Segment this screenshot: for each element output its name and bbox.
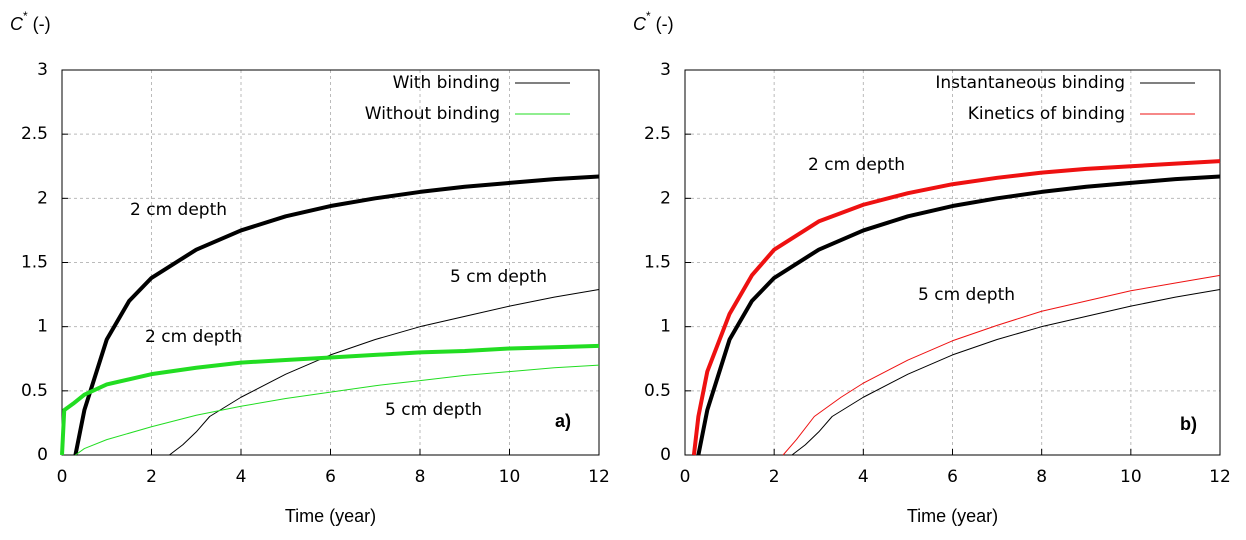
- annotation: 5 cm depth: [450, 267, 547, 287]
- x-tick-label: 8: [415, 467, 426, 487]
- data-line: [60, 343, 600, 456]
- y-tick-label: 3: [660, 60, 671, 80]
- data-line: [696, 174, 1221, 456]
- x-tick-label: 4: [858, 467, 869, 487]
- y-tick-label: 2.5: [644, 124, 671, 144]
- x-tick-label: 2: [146, 467, 157, 487]
- y-tick-label: 0: [37, 445, 48, 465]
- data-line: [169, 288, 600, 456]
- y-tick-label: 0.5: [21, 381, 48, 401]
- data-line: [791, 288, 1221, 456]
- y-label-unit: (-): [656, 14, 674, 34]
- x-tick-label: 12: [588, 467, 610, 487]
- y-tick-label: 0: [660, 445, 671, 465]
- x-axis-label: Time (year): [907, 506, 998, 526]
- y-tick-label: 1: [37, 317, 48, 337]
- x-tick-label: 10: [499, 467, 521, 487]
- x-tick-label: 4: [236, 467, 247, 487]
- y-axis-label: C* (-): [633, 9, 674, 34]
- y-tick-label: 1: [660, 317, 671, 337]
- x-tick-label: 2: [769, 467, 780, 487]
- annotation: 2 cm depth: [145, 327, 242, 347]
- y-axis-label: C* (-): [10, 9, 51, 34]
- x-tick-label: 0: [57, 467, 68, 487]
- y-tick-label: 2: [37, 188, 48, 208]
- y-tick-label: 2.5: [21, 124, 48, 144]
- legend-label: Without binding: [365, 104, 500, 124]
- y-label-unit: (-): [33, 14, 51, 34]
- annotation: 5 cm depth: [918, 285, 1015, 305]
- x-tick-label: 12: [1209, 467, 1231, 487]
- annotation: 5 cm depth: [385, 400, 482, 420]
- data-line: [75, 364, 600, 456]
- x-tick-label: 6: [947, 467, 958, 487]
- legend-label: Instantaneous binding: [935, 73, 1125, 93]
- panel-label: b): [1180, 414, 1197, 434]
- y-tick-label: 1.5: [21, 253, 48, 273]
- y-tick-label: 0.5: [644, 381, 671, 401]
- annotation: 2 cm depth: [130, 200, 227, 220]
- y-tick-label: 3: [37, 60, 48, 80]
- data-line: [691, 159, 1221, 456]
- x-tick-label: 10: [1120, 467, 1142, 487]
- x-axis-label: Time (year): [285, 506, 376, 526]
- data-line: [782, 274, 1221, 456]
- data-line: [73, 174, 600, 456]
- annotation: 2 cm depth: [808, 155, 905, 175]
- y-label-main: C: [10, 14, 24, 34]
- y-label-sup: *: [646, 9, 651, 23]
- panel-label: a): [555, 411, 571, 431]
- y-label-sup: *: [23, 9, 28, 23]
- y-tick-label: 1.5: [644, 253, 671, 273]
- legend-label: With binding: [393, 73, 500, 93]
- plot-frame: [61, 69, 600, 456]
- y-tick-label: 2: [660, 188, 671, 208]
- x-tick-label: 0: [680, 467, 691, 487]
- plot-frame: [684, 69, 1221, 456]
- legend-label: Kinetics of binding: [968, 104, 1125, 124]
- y-label-main: C: [633, 14, 647, 34]
- x-tick-label: 6: [325, 467, 336, 487]
- x-tick-label: 8: [1036, 467, 1047, 487]
